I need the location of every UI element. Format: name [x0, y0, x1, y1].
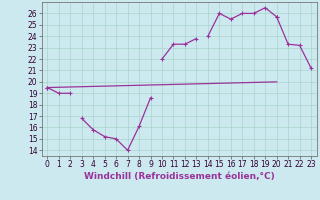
- X-axis label: Windchill (Refroidissement éolien,°C): Windchill (Refroidissement éolien,°C): [84, 172, 275, 181]
